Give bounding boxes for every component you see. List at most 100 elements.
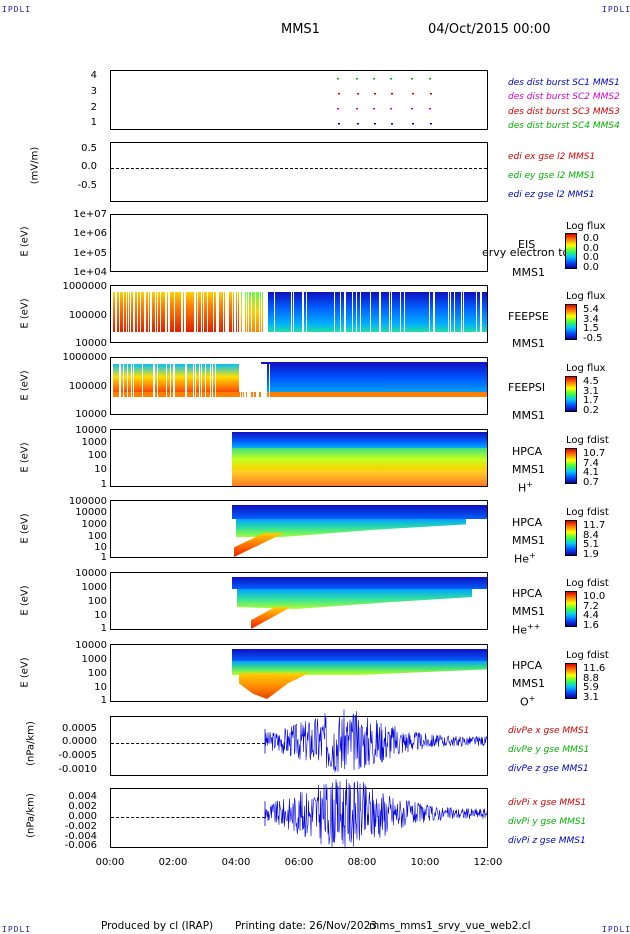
feepsi-cb-val-0: 4.5 xyxy=(583,376,599,387)
eis-cb-val-1: 0.0 xyxy=(583,243,599,254)
trace-line xyxy=(264,709,488,773)
data-gap xyxy=(154,364,155,404)
data-gap xyxy=(261,292,262,332)
data-gap xyxy=(429,292,430,332)
feepsi-panel xyxy=(110,357,488,415)
burst-marker xyxy=(338,93,340,95)
hpca-o-cb-val-3: 3.1 xyxy=(583,692,599,703)
feepsi-data-gaps xyxy=(119,364,270,404)
data-gap xyxy=(170,364,171,404)
feepse-mms: MMS1 xyxy=(512,337,545,350)
hpca-he-species-charge: + xyxy=(529,551,536,560)
hpca-h-mms: MMS1 xyxy=(512,463,545,476)
ipdli-mark-bottom-left: IPDLI xyxy=(2,925,32,934)
hpca-hepp-panel xyxy=(110,572,488,630)
hpca-he-species: He+ xyxy=(514,551,536,566)
feepse-ytick-1: 100000 xyxy=(68,310,107,321)
data-gap xyxy=(174,292,175,332)
data-gap xyxy=(134,292,135,332)
data-gap xyxy=(169,292,170,332)
data-gap xyxy=(195,292,196,332)
burst-legend-mms2: des dist burst SC2 MMS2 xyxy=(508,92,620,102)
data-gap xyxy=(137,292,138,332)
hpca-o-colorbar xyxy=(565,663,577,699)
burst-marker xyxy=(356,78,358,80)
data-gap xyxy=(205,364,206,404)
data-gap xyxy=(160,292,161,332)
data-gap xyxy=(182,292,183,332)
data-gap xyxy=(454,292,455,332)
data-gap xyxy=(203,292,204,332)
data-gap xyxy=(185,292,186,332)
feepse-ytick-2: 10000 xyxy=(75,338,107,349)
hpca-o-ytick-2: 100 xyxy=(87,668,107,679)
eis-overlay-text: ervy electron to xyxy=(482,246,570,259)
hpca-hepp-mms: MMS1 xyxy=(512,605,545,618)
burst-marker xyxy=(356,108,358,110)
hpca-he-species-symbol: He xyxy=(514,552,530,566)
data-gap xyxy=(476,292,477,332)
hpca-hepp-ytick-0: 10000 xyxy=(75,568,107,579)
hpca-he-cb-val-2: 5.1 xyxy=(583,539,599,550)
hpca-o-panel xyxy=(110,644,488,702)
eis-ytick-3: 1e+04 xyxy=(73,267,107,278)
data-gap xyxy=(130,292,131,332)
data-gap xyxy=(157,364,158,404)
data-gap xyxy=(434,292,435,332)
data-gap xyxy=(400,292,401,332)
burst-marker xyxy=(357,123,359,125)
burst-marker xyxy=(373,108,375,110)
hpca-o-ytick-1: 1000 xyxy=(81,654,107,665)
feepsi-spectrogram-late xyxy=(261,362,487,392)
hpca-h-cb-val-0: 10.7 xyxy=(583,448,606,459)
burst-marker xyxy=(390,108,392,110)
data-gap xyxy=(131,364,132,404)
data-gap xyxy=(201,364,202,404)
divpe-ytick-2: -0.0005 xyxy=(58,750,97,761)
burst-marker xyxy=(374,93,376,95)
hpca-he-mms: MMS1 xyxy=(512,534,545,547)
date-title: 04/Oct/2015 00:00 xyxy=(428,22,551,37)
data-gap xyxy=(234,292,235,332)
divpe-ytick-1: 0.0000 xyxy=(62,736,97,747)
burst-panel xyxy=(110,70,488,130)
data-gap xyxy=(145,292,146,332)
data-gap xyxy=(213,292,214,332)
data-gap xyxy=(194,292,195,332)
hpca-o-cb-val-1: 8.8 xyxy=(583,673,599,684)
hpca-o-ytick-4: 1 xyxy=(100,695,107,706)
data-gap xyxy=(218,292,219,332)
feepse-name: FEEPSE xyxy=(508,310,549,323)
data-gap xyxy=(133,364,134,404)
data-gap xyxy=(120,364,121,404)
data-gap xyxy=(155,292,156,332)
hpca-h-ytick-1: 1000 xyxy=(81,437,107,448)
data-gap xyxy=(151,292,152,332)
data-gap xyxy=(302,292,303,332)
burst-marker xyxy=(411,78,413,80)
data-gap xyxy=(247,364,248,404)
data-gap xyxy=(119,364,120,404)
burst-marker xyxy=(412,123,414,125)
feepse-data-gaps xyxy=(115,292,482,332)
data-gap xyxy=(174,364,175,404)
data-gap xyxy=(380,292,381,332)
divpe-ytick-3: -0.0010 xyxy=(58,764,97,775)
data-gap xyxy=(433,292,434,332)
data-gap xyxy=(450,292,451,332)
data-gap xyxy=(127,364,128,404)
hpca-he-cb-title: Log fdist xyxy=(566,507,609,518)
hpca-h-cb-title: Log fdist xyxy=(566,435,609,446)
hpca-h-species-charge: + xyxy=(526,480,533,489)
edi-ytick-0: 0.5 xyxy=(81,143,97,154)
data-gap xyxy=(379,292,380,332)
data-gap xyxy=(185,364,186,404)
burst-marker xyxy=(337,108,339,110)
divpi-ytick-3: -0.002 xyxy=(64,821,97,832)
burst-marker xyxy=(411,108,413,110)
data-gap xyxy=(334,292,335,332)
hpca-he-cb-val-1: 8.4 xyxy=(583,530,599,541)
hpca-he-cb-val-0: 11.7 xyxy=(583,520,606,531)
divpi-legend-x: divPi x gse MMS1 xyxy=(508,798,587,808)
hpca-o-ytick-0: 10000 xyxy=(75,640,107,651)
